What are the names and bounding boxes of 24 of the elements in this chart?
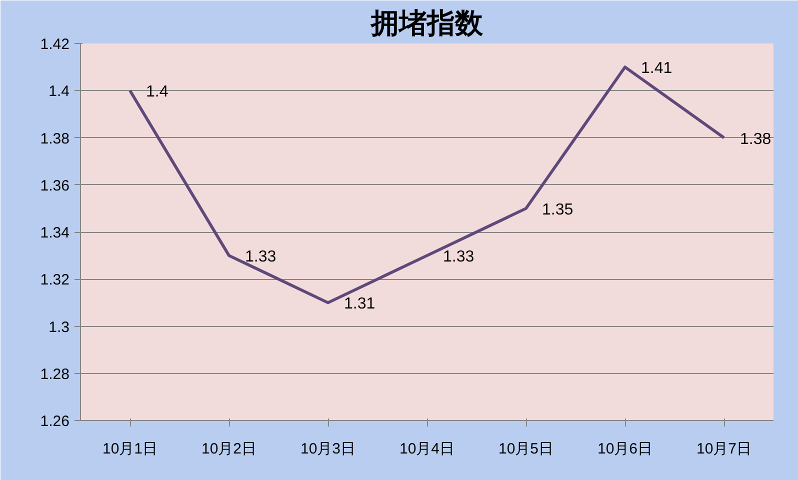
x-tick-label: 10月3日	[300, 440, 356, 458]
chart-title: 拥堵指数	[370, 8, 484, 38]
data-label: 1.33	[245, 248, 276, 266]
y-tick-label: 1.28	[40, 366, 70, 383]
data-label: 1.4	[146, 84, 168, 101]
x-tick-label: 10月6日	[597, 440, 653, 458]
x-tick-label: 10月4日	[399, 440, 455, 458]
y-tick-label: 1.26	[40, 413, 70, 430]
y-tick-label: 1.3	[48, 318, 70, 336]
x-tick-label: 10月2日	[201, 440, 257, 458]
data-label: 1.38	[740, 130, 772, 148]
x-tick-label: 10月7日	[696, 440, 752, 458]
data-label: 1.41	[641, 60, 672, 78]
x-tick-label: 10月5日	[498, 440, 554, 458]
x-tick-label: 10月1日	[102, 440, 158, 458]
y-tick-label: 1.38	[40, 130, 70, 148]
data-label: 1.35	[542, 201, 574, 218]
y-tick-label: 1.42	[40, 36, 70, 53]
y-tick-label: 1.34	[40, 224, 70, 242]
data-label: 1.33	[443, 248, 474, 266]
y-tick-label: 1.36	[40, 177, 70, 194]
y-tick-label: 1.4	[48, 83, 70, 100]
y-tick-label: 1.32	[40, 272, 70, 289]
data-label: 1.31	[344, 296, 376, 313]
